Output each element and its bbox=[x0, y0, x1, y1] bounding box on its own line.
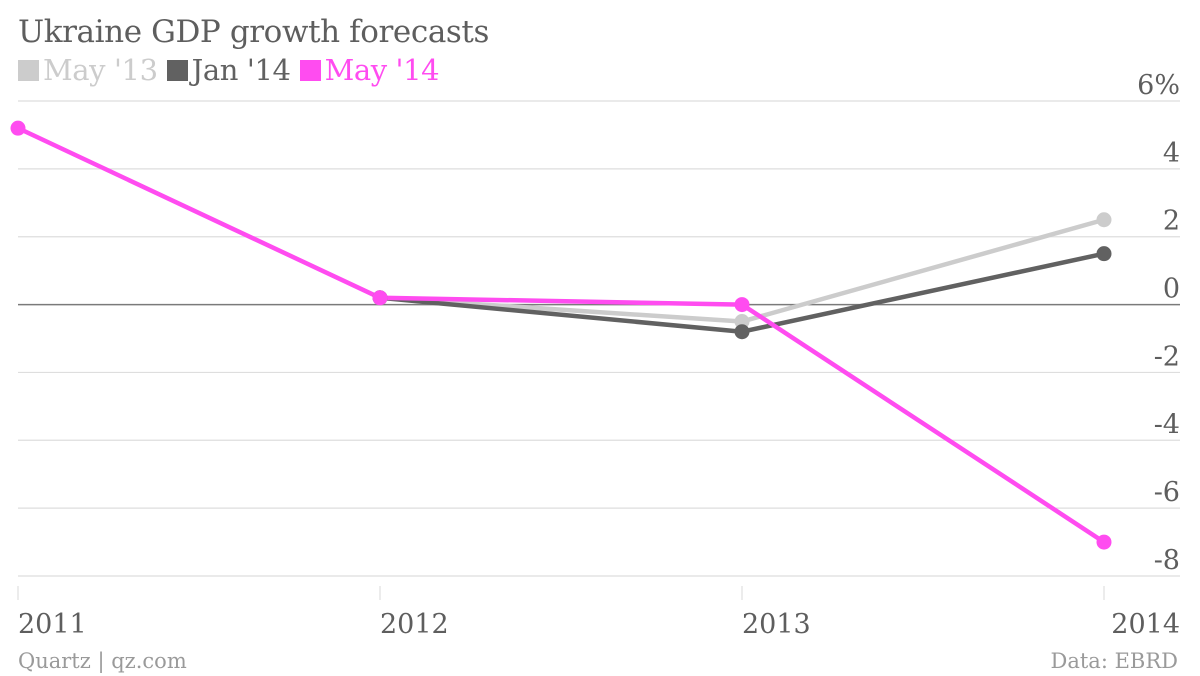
legend-label-may-14: May '14 bbox=[324, 53, 440, 87]
data-point-series-2 bbox=[1096, 534, 1112, 550]
x-axis: 2011 2012 2013 2014 bbox=[17, 586, 1180, 640]
legend-item-may-14: May '14 bbox=[299, 52, 440, 88]
series-line-2 bbox=[15, 125, 1107, 545]
y-tick-label: -6 bbox=[1154, 477, 1180, 508]
series-lines bbox=[15, 125, 1107, 545]
y-tick-label: 0 bbox=[1163, 274, 1180, 305]
legend-label-jan-14: Jan '14 bbox=[191, 53, 291, 87]
chart-title: Ukraine GDP growth forecasts bbox=[18, 14, 489, 50]
y-tick-label: 4 bbox=[1163, 138, 1180, 169]
data-point-series-2 bbox=[372, 290, 388, 306]
y-tick-label: 2 bbox=[1163, 206, 1180, 237]
x-tick-label: 2011 bbox=[18, 609, 87, 640]
y-tick-label: -8 bbox=[1154, 545, 1180, 576]
x-tick-label: 2012 bbox=[380, 609, 449, 640]
legend-swatch-may-14 bbox=[299, 59, 321, 81]
x-tick-label: 2014 bbox=[1111, 609, 1180, 640]
data-point-series-0 bbox=[1096, 212, 1112, 228]
y-tick-label: 6% bbox=[1137, 70, 1180, 101]
y-axis-tick-labels: 6% 4 2 0 -2 -4 -6 -8 bbox=[1137, 70, 1180, 576]
gridlines bbox=[18, 100, 1180, 577]
footer-data-credit: Data: EBRD bbox=[1050, 649, 1178, 673]
chart-legend: May '13 Jan '14 May '14 bbox=[18, 52, 448, 88]
legend-item-may-13: May '13 bbox=[18, 52, 158, 88]
data-point-series-2 bbox=[10, 120, 26, 136]
data-point-series-1 bbox=[1096, 246, 1112, 262]
x-tick-label: 2013 bbox=[742, 609, 811, 640]
footer-source: Quartz | qz.com bbox=[18, 649, 187, 673]
series-points bbox=[10, 120, 1112, 550]
legend-item-jan-14: Jan '14 bbox=[166, 52, 291, 88]
legend-label-may-13: May '13 bbox=[43, 53, 158, 87]
data-point-series-1 bbox=[734, 324, 750, 340]
y-tick-label: -4 bbox=[1154, 409, 1180, 440]
data-point-series-2 bbox=[734, 297, 750, 313]
legend-swatch-may-13 bbox=[18, 59, 39, 81]
y-tick-label: -2 bbox=[1154, 341, 1180, 372]
legend-swatch-jan-14 bbox=[166, 59, 188, 81]
